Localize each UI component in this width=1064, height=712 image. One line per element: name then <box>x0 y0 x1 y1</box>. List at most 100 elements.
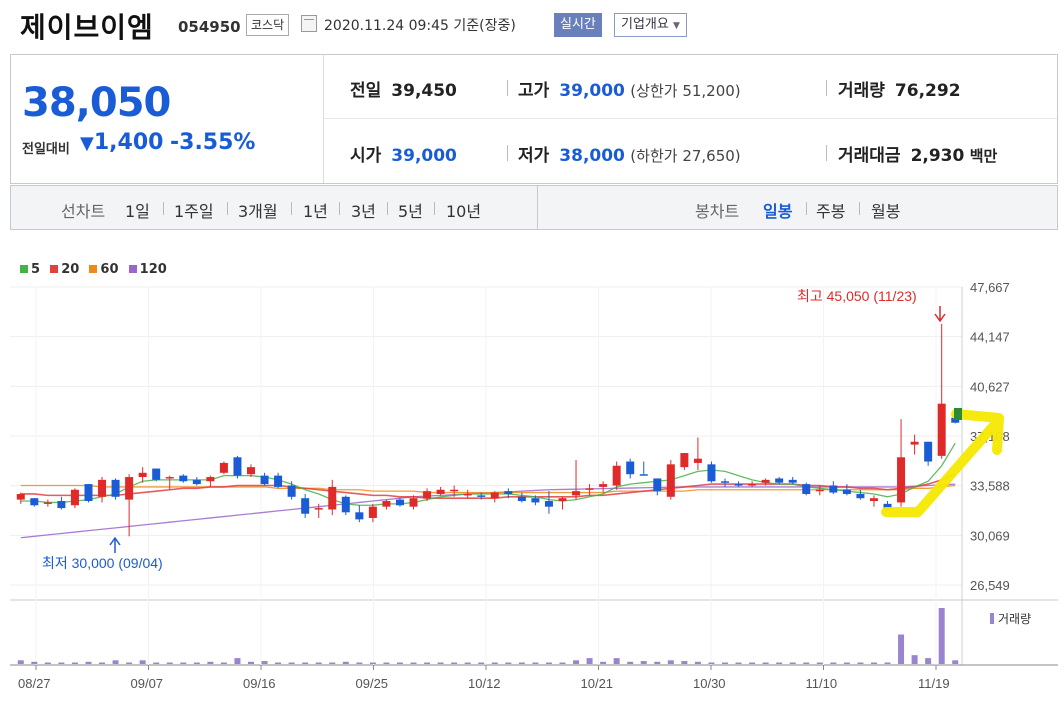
candle-monthly[interactable]: 월봉 <box>871 202 901 221</box>
volume-bar <box>735 662 742 664</box>
moving-average-ma20 <box>20 473 956 500</box>
x-tick-label: 09/16 <box>243 676 276 691</box>
period-3y[interactable]: 3년 <box>351 202 376 221</box>
divider <box>806 202 807 215</box>
stat-value: 76,292 <box>894 81 961 101</box>
candle-daily[interactable]: 일봉 <box>763 202 793 221</box>
period-3m[interactable]: 3개월 <box>238 202 278 221</box>
volume-bar <box>248 661 254 664</box>
divider <box>291 202 292 215</box>
up-arrow-icon <box>109 536 121 553</box>
volume-bar <box>667 660 674 664</box>
stat-volume: 거래량 76,292 <box>838 76 961 101</box>
volume-bar <box>911 655 918 664</box>
candle-body <box>125 477 134 500</box>
company-overview-dropdown[interactable]: 기업개요 ▼ <box>614 13 687 37</box>
candle-body <box>517 496 526 502</box>
period-1y[interactable]: 1년 <box>303 202 328 221</box>
volume-bar <box>830 662 837 664</box>
candle-body <box>761 479 770 483</box>
volume-bar <box>31 661 38 664</box>
candle-body <box>260 475 269 485</box>
chart-legend: 5 20 60 120 <box>20 262 173 277</box>
candle-body <box>219 462 228 473</box>
candle-body <box>585 488 594 490</box>
y-tick-label: 47,667 <box>970 280 1010 295</box>
stat-label: 저가 <box>518 146 550 166</box>
volume-bar <box>762 662 769 664</box>
volume-bar <box>559 662 566 664</box>
volume-bar <box>437 662 444 664</box>
stat-high: 고가 39,000 (상한가 51,200) <box>518 76 741 101</box>
volume-bar <box>451 662 458 664</box>
candle-body <box>626 461 635 475</box>
volume-bar <box>410 662 417 664</box>
candle-body <box>152 468 161 480</box>
stat-label: 시가 <box>350 146 382 166</box>
candle-body <box>314 508 323 510</box>
stat-value: 38,000 <box>559 146 625 166</box>
stat-amount: 거래대금 2,930 백만 <box>838 141 997 166</box>
candle-body <box>57 501 66 509</box>
stat-label: 거래대금 <box>838 146 901 166</box>
price-change-pct: -3.55% <box>170 130 256 155</box>
legend-ma20: 20 <box>50 262 79 277</box>
candle-body <box>368 506 377 518</box>
realtime-button[interactable]: 실시간 <box>554 13 602 37</box>
high-annotation: 최고 45,050 (11/23) <box>797 288 917 304</box>
legend-ma5: 5 <box>20 262 40 277</box>
volume-bar <box>478 662 485 664</box>
candle-body <box>910 441 919 445</box>
volume-bar <box>396 662 403 664</box>
candle-body <box>436 489 445 494</box>
volume-bar <box>126 662 133 664</box>
candle-body <box>477 495 486 497</box>
candle-body <box>287 485 296 497</box>
volume-bar <box>681 661 688 664</box>
period-5y[interactable]: 5년 <box>398 202 423 221</box>
period-1w[interactable]: 1주일 <box>174 202 214 221</box>
volume-bar <box>166 662 173 664</box>
volume-bar <box>627 661 634 664</box>
legend-label: 120 <box>139 262 167 277</box>
quote-time: 2020.11.24 09:45 기준(장중) <box>324 18 516 34</box>
x-tick-label: 10/12 <box>468 676 501 691</box>
x-tick-label: 11/19 <box>918 676 950 691</box>
period-10y[interactable]: 10년 <box>446 202 482 221</box>
legend-ma60: 60 <box>89 262 119 277</box>
stat-value: 39,000 <box>559 81 625 101</box>
period-1d[interactable]: 1일 <box>125 202 150 221</box>
volume-bar <box>789 662 796 664</box>
stat-prev: 전일 39,450 <box>350 76 457 101</box>
candle-body <box>612 465 621 486</box>
candle-body <box>423 491 432 499</box>
candle-body <box>707 464 716 482</box>
down-triangle-icon: ▼ <box>80 133 94 154</box>
divider <box>507 145 508 161</box>
volume-bar <box>464 662 471 664</box>
calendar-icon <box>301 15 317 32</box>
volume-bar <box>708 662 715 664</box>
candle-body <box>450 489 459 492</box>
candle-body <box>301 498 310 514</box>
candle-body <box>653 478 662 492</box>
volume-bar <box>329 662 336 664</box>
volume-bar <box>220 662 227 664</box>
y-tick-label: 26,549 <box>970 578 1010 593</box>
volume-bar <box>654 661 661 664</box>
volume-bar <box>870 662 877 664</box>
volume-bar <box>816 662 823 664</box>
candle-body <box>233 457 242 476</box>
stat-label: 거래량 <box>838 81 885 101</box>
stat-label: 전일 <box>350 81 382 101</box>
volume-bar <box>694 661 701 664</box>
candle-weekly[interactable]: 주봉 <box>816 202 846 221</box>
divider <box>859 202 860 215</box>
volume-bar <box>613 658 620 664</box>
candle-body <box>206 477 215 482</box>
candle-body <box>721 481 729 483</box>
candle-body <box>544 501 553 507</box>
candle-body <box>856 493 865 499</box>
stat-open: 시가 39,000 <box>350 141 457 166</box>
